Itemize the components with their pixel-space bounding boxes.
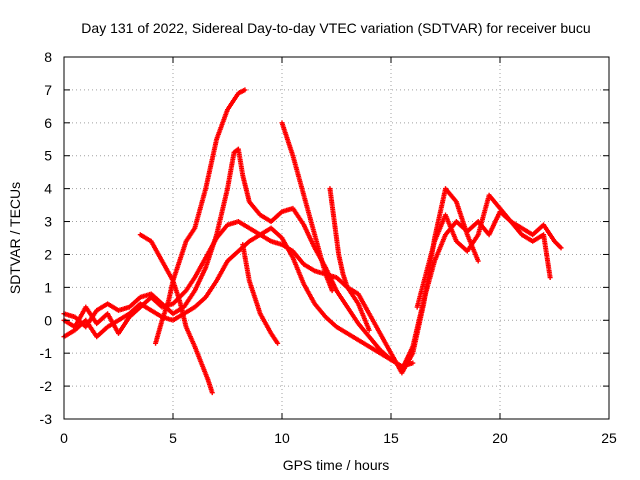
plot-frame bbox=[63, 56, 610, 420]
x-tick-label: 25 bbox=[601, 430, 617, 446]
data-point bbox=[547, 274, 553, 280]
axis-ticks bbox=[63, 56, 610, 420]
y-tick-label: 6 bbox=[44, 115, 52, 131]
data-series bbox=[61, 87, 564, 396]
y-tick-label: 8 bbox=[44, 49, 52, 65]
y-tick-label: 2 bbox=[44, 246, 52, 262]
data-point bbox=[275, 340, 281, 346]
data-point bbox=[558, 245, 564, 251]
y-tick-label: -1 bbox=[40, 345, 53, 361]
y-tick-label: 0 bbox=[44, 312, 52, 328]
y-tick-label: 4 bbox=[44, 181, 52, 197]
data-point bbox=[329, 288, 335, 294]
y-tick-label: -3 bbox=[40, 411, 53, 427]
x-tick-labels: 0 5 10 15 20 25 bbox=[60, 430, 617, 446]
x-tick-label: 5 bbox=[169, 430, 177, 446]
series-track-10 bbox=[414, 192, 553, 310]
y-tick-label: -2 bbox=[40, 378, 53, 394]
y-tick-label: 1 bbox=[44, 279, 52, 295]
x-tick-label: 15 bbox=[383, 430, 399, 446]
y-tick-label: 7 bbox=[44, 82, 52, 98]
chart-title: Day 131 of 2022, Sidereal Day-to-day VTE… bbox=[81, 20, 590, 36]
data-point bbox=[366, 327, 372, 333]
y-tick-label: 5 bbox=[44, 148, 52, 164]
data-point bbox=[475, 258, 481, 264]
x-tick-label: 20 bbox=[492, 430, 508, 446]
x-tick-label: 10 bbox=[274, 430, 290, 446]
grid-lines bbox=[64, 57, 609, 419]
x-tick-label: 0 bbox=[60, 430, 68, 446]
y-tick-labels: -3 -2 -1 0 1 2 3 4 5 6 7 8 bbox=[40, 49, 53, 427]
data-point bbox=[209, 390, 215, 396]
y-axis-label: SDTVAR / TECUs bbox=[7, 182, 23, 294]
x-axis-label: GPS time / hours bbox=[283, 457, 390, 473]
y-tick-label: 3 bbox=[44, 214, 52, 230]
series-track-7 bbox=[279, 120, 335, 294]
series-track-9 bbox=[399, 209, 564, 373]
series-track-5 bbox=[153, 87, 248, 346]
series-track-3 bbox=[61, 225, 394, 363]
data-point bbox=[410, 360, 416, 366]
data-point bbox=[242, 87, 248, 93]
series-track-6 bbox=[240, 242, 281, 346]
